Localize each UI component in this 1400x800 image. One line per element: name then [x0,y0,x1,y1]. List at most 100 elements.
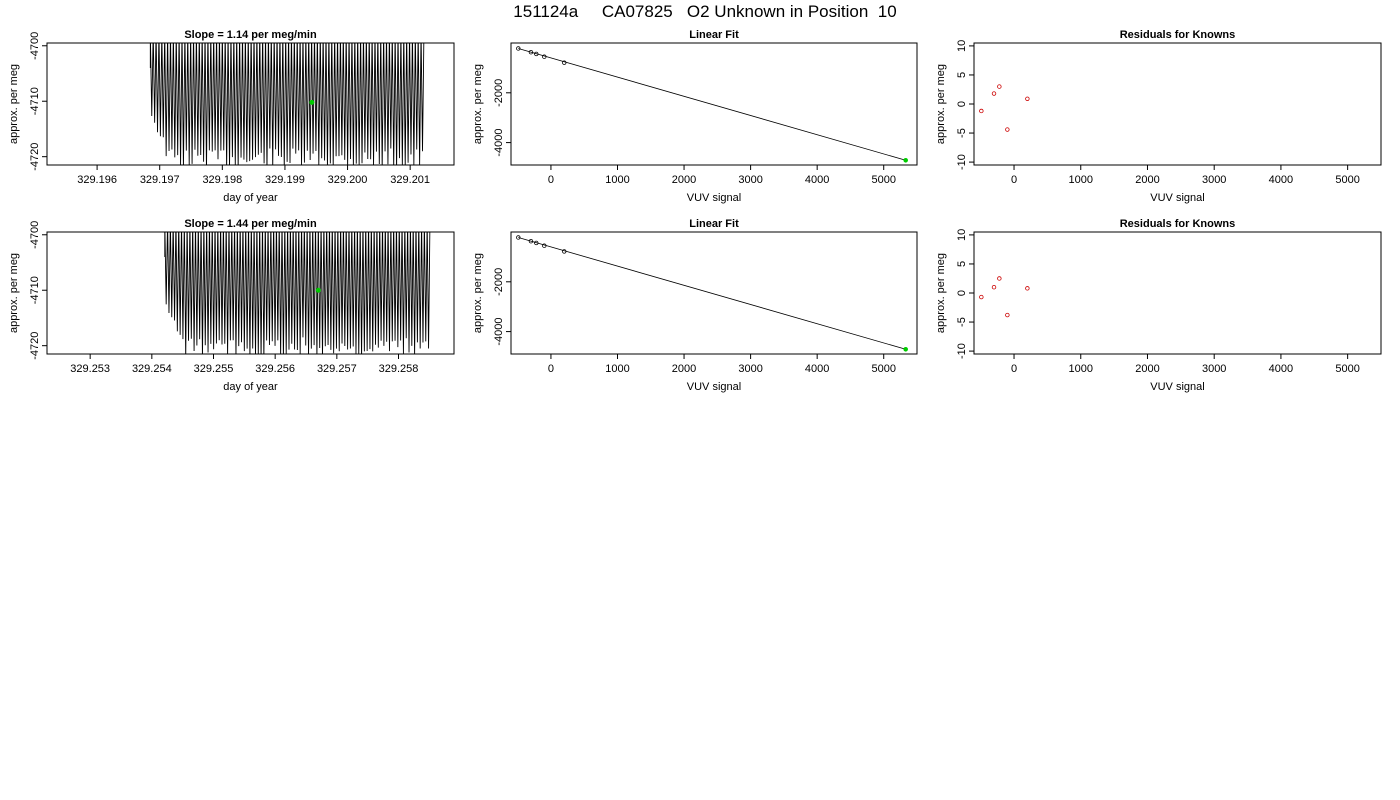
y-tick-label: -4720 [29,332,41,360]
panel-time-series-1: Slope = 1.14 per meg/min 329.196 329.197 32… [8,29,455,204]
x-tick-label: 4000 [1269,174,1293,186]
x-tick-label: 4000 [805,363,829,375]
y-tick-label: -4000 [493,129,505,157]
x-tick-label: 4000 [805,174,829,186]
x-tick-label: 2000 [672,174,696,186]
plot-frame [510,42,918,166]
x-tick-label: 5000 [871,363,895,375]
y-axis-label: approx. per meg [8,64,20,144]
x-axis-label: day of year [223,192,278,204]
residual-point [1005,312,1010,318]
plot-area [979,84,1030,132]
x-tick-label: 329.256 [255,363,295,375]
x-tick-label: 329.254 [132,363,172,375]
x-tick-label: 329.253 [70,363,110,375]
residual-point [979,108,984,114]
plot-area [979,276,1030,318]
x-tick-label: 329.257 [317,363,357,375]
x-tick-label: 329.198 [202,174,242,186]
y-tick-label: 10 [956,40,968,52]
y-tick-label: -5 [956,128,968,138]
y-tick-label: -4720 [29,143,41,171]
x-tick-label: 1000 [605,174,629,186]
y-tick-label: -2000 [493,268,505,296]
y-tick-label: -5 [956,317,968,327]
chart-title: Slope = 1.44 per meg/min [184,218,317,230]
y-axis-label: approx. per meg [935,64,947,144]
x-tick-label: 2000 [1135,363,1159,375]
panel-linear-fit-1: Linear Fit 0 1000 2000 3000 4000 5000 -4000 -200… [472,29,918,204]
x-tick-label: 329.200 [328,174,368,186]
y-tick-label: -4700 [29,221,41,249]
chart-title: Linear Fit [689,29,739,41]
page-title: 151124a CA07825 O2 Unknown in Position 1… [513,2,897,21]
x-tick-label: 3000 [1202,363,1226,375]
y-tick-label: 10 [956,229,968,241]
chart-title: Residuals for Knowns [1120,218,1236,230]
known-point [534,240,539,246]
x-axis-label: VUV signal [1150,381,1204,393]
panel-time-series-2: Slope = 1.44 per meg/min 329.253 329.254 32… [8,218,455,393]
plot-frame [46,231,455,355]
x-tick-label: 329.258 [379,363,419,375]
y-axis-label: approx. per meg [472,64,484,144]
x-tick-label: 0 [1011,174,1017,186]
plot-frame [973,231,1382,355]
y-axis-label: approx. per meg [935,253,947,333]
y-tick-label: 0 [956,290,968,296]
plot-frame [973,42,1382,166]
x-axis-label: VUV signal [687,192,741,204]
x-tick-label: 5000 [1335,363,1359,375]
chart-title: Slope = 1.14 per meg/min [184,29,317,41]
residual-point [991,284,997,290]
y-tick-label: -4710 [29,276,41,304]
unknown-marker [315,287,321,293]
x-tick-label: 3000 [738,363,762,375]
plot-area [164,232,431,354]
y-tick-label: -10 [956,154,968,170]
fit-line [518,237,906,350]
y-axis-label: approx. per meg [8,253,20,333]
residual-point [997,84,1002,89]
x-axis-label: VUV signal [687,381,741,393]
x-tick-label: 5000 [1335,174,1359,186]
y-tick-label: -4700 [29,32,41,60]
panel-residuals-1: Residuals for Knowns 0 1000 2000 3000 4000 500… [935,29,1382,204]
x-tick-label: 329.199 [265,174,305,186]
x-tick-label: 4000 [1269,363,1293,375]
y-tick-label: -10 [956,343,968,359]
unknown-point [903,157,908,163]
y-tick-label: -4000 [493,318,505,346]
known-point [562,249,567,254]
x-axis-label: day of year [223,381,278,393]
series-trace [149,43,425,165]
x-tick-label: 3000 [738,174,762,186]
residual-point [991,91,997,96]
x-tick-label: 1000 [1069,174,1093,186]
y-tick-label: -2000 [493,79,505,107]
x-tick-label: 2000 [672,363,696,375]
x-tick-label: 329.197 [140,174,180,186]
unknown-marker [309,99,315,105]
x-tick-label: 329.196 [77,174,117,186]
known-point [542,243,547,248]
x-tick-label: 3000 [1202,174,1226,186]
plot-area [149,43,425,165]
x-tick-label: 329.201 [390,174,430,186]
y-tick-label: 5 [956,261,968,267]
known-point [562,60,567,65]
y-axis-label: approx. per meg [472,253,484,333]
plot-area [516,46,908,163]
x-tick-label: 0 [548,363,554,375]
plot-frame [46,42,455,166]
chart-title: Residuals for Knowns [1120,29,1236,41]
y-tick-label: 5 [956,72,968,78]
known-point [516,235,521,240]
unknown-point [903,346,908,352]
residual-point [997,276,1002,281]
known-point [528,50,534,55]
known-point [542,54,547,59]
residual-point [1005,127,1010,132]
series-trace [164,232,431,354]
